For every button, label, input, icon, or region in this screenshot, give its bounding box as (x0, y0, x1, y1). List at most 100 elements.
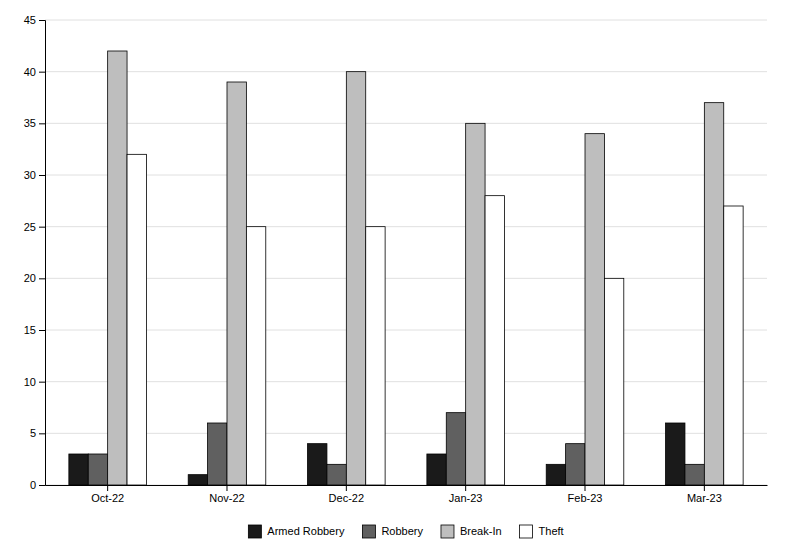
tick-mark (107, 485, 108, 491)
bar (308, 444, 327, 485)
tick: 25 (24, 221, 45, 233)
legend: Armed Robbery Robbery Break-In Theft (248, 525, 563, 538)
tick: 40 (24, 66, 45, 78)
bar (346, 72, 365, 485)
bar (108, 51, 127, 485)
tick-label: Oct-22 (91, 492, 124, 504)
tick: 15 (24, 324, 45, 336)
grid-line (45, 226, 767, 227)
axis-line (46, 485, 768, 486)
legend-item: Robbery (362, 525, 423, 538)
bar (188, 475, 207, 485)
bar (366, 227, 385, 485)
tick-label: 30 (24, 169, 36, 181)
tick: Nov-22 (209, 485, 244, 504)
bar (704, 103, 723, 485)
tick-label: Dec-22 (329, 492, 364, 504)
tick-mark (39, 433, 45, 434)
x-axis: Oct-22 Nov-22 Dec-22 Jan-23 Feb-23 Mar-23 (46, 485, 768, 504)
bar (246, 227, 265, 485)
grid-line (45, 71, 767, 72)
tick: Dec-22 (329, 485, 364, 504)
bar (446, 413, 465, 485)
tick-mark (39, 72, 45, 73)
tick: 45 (24, 14, 45, 26)
bar-series (108, 51, 724, 485)
tick-label: 45 (24, 14, 36, 26)
bar (566, 444, 585, 485)
tick-label: 40 (24, 66, 36, 78)
grid-line (45, 485, 767, 486)
legend-swatch (441, 525, 454, 538)
bar (88, 454, 107, 485)
tick: 20 (24, 272, 45, 284)
tick-mark (346, 485, 347, 491)
tick-label: 20 (24, 272, 36, 284)
plot: 0 5 10 15 20 25 30 35 40 45 Oct-22 Nov-22 Dec-22 Jan-… (24, 14, 768, 504)
tick-mark (39, 382, 45, 383)
tick-label: 25 (24, 221, 36, 233)
legend-item: Armed Robbery (248, 525, 345, 538)
tick-mark (39, 330, 45, 331)
bar (485, 196, 504, 485)
bar (666, 423, 685, 485)
chart: 0 5 10 15 20 25 30 35 40 45 Oct-22 Nov-22 Dec-22 Jan-… (0, 0, 787, 560)
grid-line (45, 175, 767, 176)
tick: Mar-23 (687, 485, 722, 504)
legend-swatch (362, 525, 375, 538)
tick-label: Nov-22 (209, 492, 244, 504)
tick-mark (704, 485, 705, 491)
tick-label: 0 (30, 479, 36, 491)
tick: 0 (30, 479, 45, 491)
tick-mark (465, 485, 466, 491)
tick: 30 (24, 169, 45, 181)
grid-line (45, 433, 767, 434)
tick-mark (39, 278, 45, 279)
grid-line (45, 123, 767, 124)
bar (585, 134, 604, 485)
tick-mark (39, 175, 45, 176)
bar (724, 206, 743, 485)
tick-label: 10 (24, 376, 36, 388)
legend-label: Robbery (381, 525, 423, 537)
legend-item: Theft (520, 525, 564, 538)
tick: 35 (24, 117, 45, 129)
tick-mark (226, 485, 227, 491)
tick-mark (39, 123, 45, 124)
bar (127, 154, 146, 485)
bar (685, 464, 704, 485)
bar (466, 123, 485, 485)
grid-line (45, 381, 767, 382)
tick: 5 (30, 427, 45, 439)
tick-label: 5 (30, 427, 36, 439)
tick-mark (39, 485, 45, 486)
axis-line (39, 21, 46, 486)
bar (546, 464, 565, 485)
tick-label: Mar-23 (687, 492, 722, 504)
tick-label: 15 (24, 324, 36, 336)
tick: Oct-22 (91, 485, 124, 504)
tick-label: 35 (24, 117, 36, 129)
legend-swatch (520, 525, 533, 538)
grid (45, 20, 767, 485)
legend-label: Break-In (460, 525, 502, 537)
bar (227, 82, 246, 485)
legend-label: Armed Robbery (267, 525, 345, 537)
legend-swatch (248, 525, 261, 538)
grid-line (45, 20, 767, 21)
bar (208, 423, 227, 485)
tick-label: Jan-23 (449, 492, 483, 504)
tick-label: Feb-23 (568, 492, 603, 504)
tick: Feb-23 (568, 485, 603, 504)
tick-mark (39, 227, 45, 228)
y-axis: 0 5 10 15 20 25 30 35 40 45 (24, 14, 46, 491)
grid-line (45, 330, 767, 331)
legend-item: Break-In (441, 525, 502, 538)
tick-mark (585, 485, 586, 491)
tick-mark (39, 20, 45, 21)
bars (69, 51, 743, 485)
legend-label: Theft (539, 525, 564, 537)
bar (69, 454, 88, 485)
tick: 10 (24, 376, 45, 388)
tick: Jan-23 (449, 485, 483, 504)
